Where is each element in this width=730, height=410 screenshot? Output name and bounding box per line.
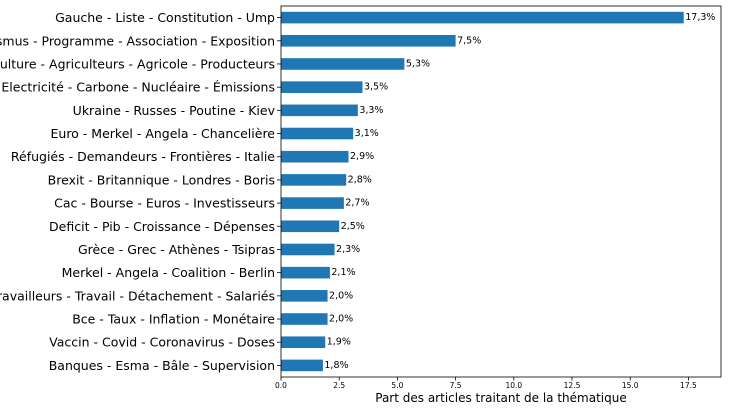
value-label: 1,9% [327,337,351,348]
value-label: 2,0% [329,314,353,325]
value-label: 7,5% [457,35,481,46]
value-label: 17,3% [685,12,715,23]
category-label: Travailleurs - Travail - Détachement - S… [0,288,275,303]
bar [281,266,330,279]
x-axis-ticks: 0.0 2.5 5.0 7.5 10.0 12.5 15.0 17.5 [275,17,697,390]
category-label: Gauche - Liste - Constitution - Ump [55,10,275,25]
bar [281,313,328,325]
x-axis-title: Part des articles traitant de la thémati… [375,391,626,405]
value-label: 3,1% [355,128,379,139]
value-label: 2,7% [345,198,369,209]
category-label: Merkel - Angela - Coalition - Berlin [62,265,275,280]
value-label: 2,9% [350,151,374,162]
bar [281,174,347,186]
category-label: Brexit - Britannique - Londres - Boris [48,172,275,187]
value-label: 5,3% [406,58,430,69]
value-label: 2,8% [348,174,372,185]
category-label: Vaccin - Covid - Coronavirus - Doses [49,335,275,350]
bar [281,290,328,302]
value-label: 3,5% [364,82,388,93]
x-tick-label: 2.5 [333,381,345,390]
category-label: Erasmus - Programme - Association - Expo… [0,33,275,48]
plot-frame [280,5,722,378]
category-label: Bce - Taux - Inflation - Monétaire [72,312,275,327]
x-tick-label: 0.0 [275,381,287,390]
bar [281,58,405,70]
value-labels: 17,3% 7,5% 5,3% 3,5% 3,3% 3,1% 2,9% 2,8% 2,7% 2,5… [324,12,715,371]
x-tick-label: 7.5 [450,381,462,390]
x-tick-label: 15.0 [622,381,639,390]
value-label: 3,3% [359,105,383,116]
category-label: Cac - Bourse - Euros - Investisseurs [54,196,275,211]
x-tick-label: 12.5 [564,381,581,390]
value-label: 1,8% [324,360,348,371]
bar [281,127,354,140]
category-label: Réfugiés - Demandeurs - Frontières - Ita… [11,149,275,164]
bar [281,220,340,233]
category-label: Grèce - Grec - Athènes - Tsipras [78,242,275,257]
bar [281,150,349,163]
value-label: 2,1% [331,267,355,278]
category-label: Euro - Merkel - Angela - Chancelière [51,126,276,141]
category-label: Ukraine - Russes - Poutine - Kiev [73,103,276,118]
bar [281,104,358,117]
x-tick-label: 10.0 [505,381,522,390]
bar [281,359,323,372]
x-tick-label: 17.5 [680,381,697,390]
category-label: Deficit - Pib - Croissance - Dépenses [49,219,275,234]
category-label: Electricité - Carbone - Nucléaire - Émis… [1,80,275,95]
bar [281,81,363,93]
bar [281,34,456,47]
bar [281,197,344,209]
bar [281,336,326,349]
bars-group [281,11,684,372]
category-label: Banques - Esma - Bâle - Supervision [49,358,275,373]
value-label: 2,0% [329,290,353,301]
category-labels: Gauche - Liste - Constitution - Ump Erasm… [0,10,276,373]
category-label: Agriculture - Agriculteurs - Agricole - … [0,56,275,71]
value-label: 2,3% [336,244,360,255]
bar [281,243,335,256]
value-label: 2,5% [341,221,365,232]
bar [281,11,684,24]
x-tick-label: 5.0 [391,381,403,390]
